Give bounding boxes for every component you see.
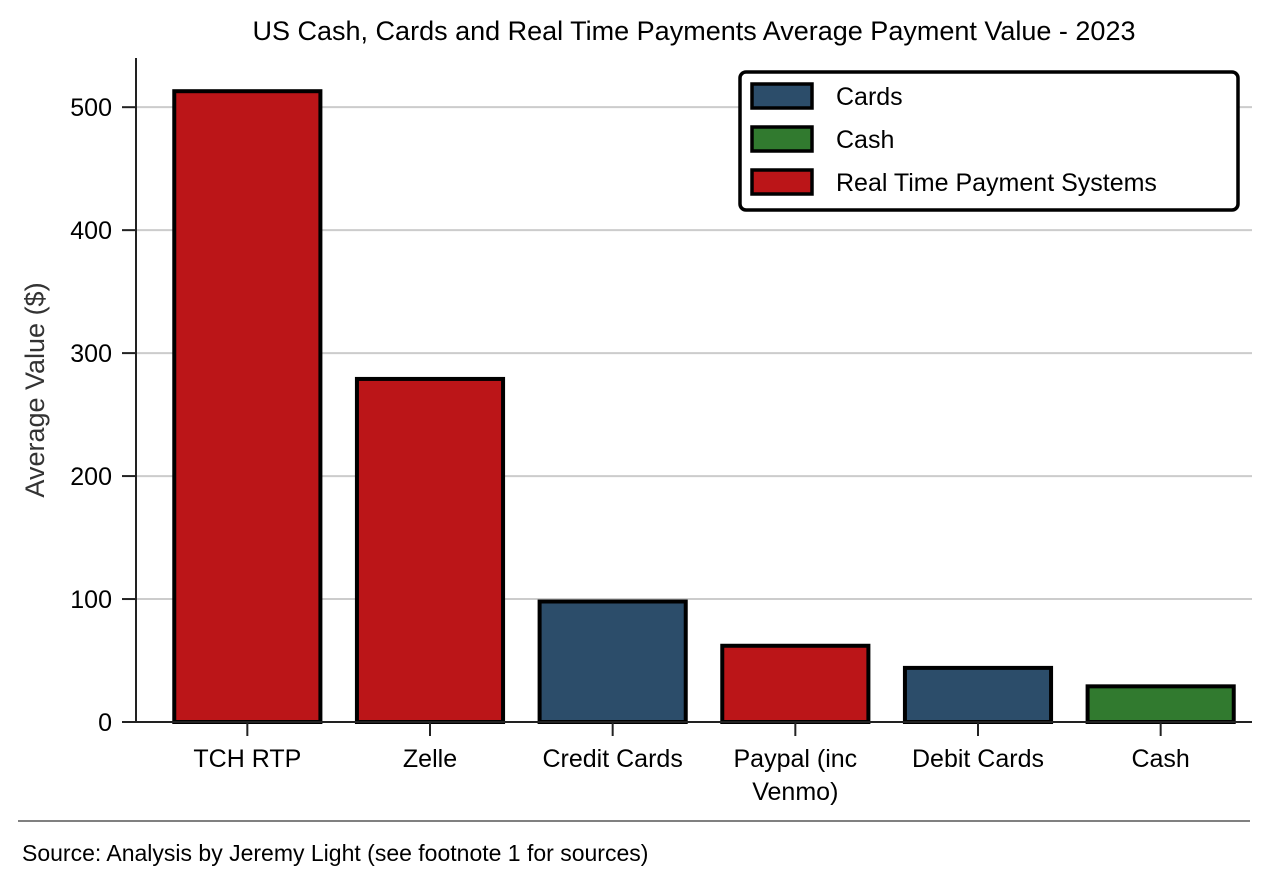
legend-swatch bbox=[750, 82, 814, 110]
legend-label: Real Time Payment Systems bbox=[836, 169, 1157, 197]
bar bbox=[537, 599, 688, 724]
legend-label: Cards bbox=[836, 83, 903, 111]
x-tick-label: Zelle bbox=[403, 745, 457, 773]
legend-frame bbox=[738, 70, 1240, 212]
bar bbox=[902, 665, 1054, 725]
y-axis-label: Average Value ($) bbox=[20, 282, 50, 497]
bars bbox=[172, 89, 1236, 725]
x-tick-label: Cash bbox=[1131, 745, 1189, 773]
bar-chart: 0 100 200 300 400 500 TCH RTP Zelle Credit Card… bbox=[20, 16, 1252, 806]
source-note: Source: Analysis by Jeremy Light (see fo… bbox=[22, 840, 649, 866]
bar bbox=[720, 643, 871, 724]
y-tick-label: 400 bbox=[70, 217, 112, 245]
y-tick-label: 0 bbox=[98, 709, 112, 737]
y-ticks: 0 100 200 300 400 500 bbox=[70, 94, 136, 737]
x-tick-label: Paypal (inc bbox=[733, 745, 857, 773]
y-tick-label: 200 bbox=[70, 463, 112, 491]
legend-swatch bbox=[750, 125, 814, 153]
legend: Cards Cash Real Time Payment Systems bbox=[738, 70, 1240, 212]
bar bbox=[172, 89, 323, 724]
x-tick-label: TCH RTP bbox=[193, 745, 301, 773]
x-tick-label: Credit Cards bbox=[543, 745, 683, 773]
bar bbox=[1085, 684, 1236, 725]
footer-divider bbox=[18, 820, 1250, 822]
bar bbox=[354, 376, 506, 724]
axes bbox=[122, 58, 1252, 723]
x-tick-label: Debit Cards bbox=[912, 745, 1044, 773]
x-tick-label: Venmo) bbox=[752, 778, 838, 806]
y-tick-label: 500 bbox=[70, 94, 112, 122]
y-tick-label: 300 bbox=[70, 340, 112, 368]
legend-label: Cash bbox=[836, 126, 894, 154]
x-ticks: TCH RTP Zelle Credit Cards Paypal (inc Venmo… bbox=[193, 722, 1190, 806]
chart-title: US Cash, Cards and Real Time Payments Av… bbox=[253, 16, 1136, 46]
legend-swatch bbox=[750, 168, 814, 196]
y-tick-label: 100 bbox=[70, 586, 112, 614]
